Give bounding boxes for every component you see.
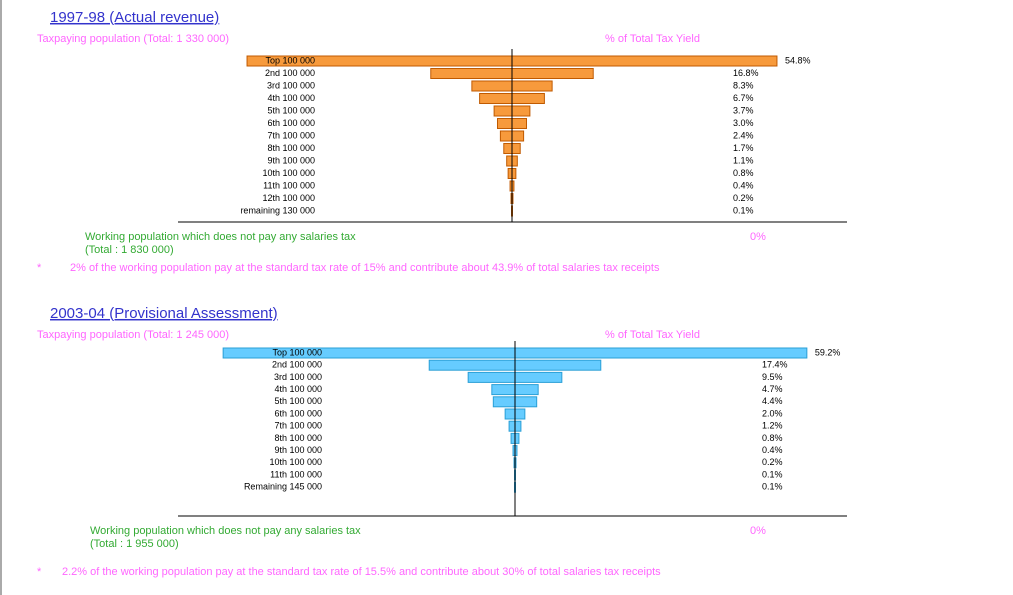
value-label: 0.2%	[733, 193, 754, 203]
value-label: 54.8%	[785, 55, 811, 65]
value-label: 3.7%	[733, 105, 754, 115]
value-label: 0.1%	[762, 469, 783, 479]
subtitle: Taxpaying population (Total: 1 245 000)	[37, 329, 229, 341]
category-label: 10th 100 000	[262, 168, 315, 178]
chart-title: 1997-98 (Actual revenue)	[50, 9, 219, 26]
category-label: 10th 100 000	[269, 457, 322, 467]
value-label: 4.7%	[762, 384, 783, 394]
category-label: 8th 100 000	[274, 433, 322, 443]
footnote-marker: *	[37, 566, 42, 578]
nonpaying-total: (Total : 1 955 000)	[90, 538, 179, 550]
value-label: 0.1%	[762, 482, 783, 492]
category-label: Remaining 145 000	[244, 482, 322, 492]
value-label: 4.4%	[762, 396, 783, 406]
value-label: 1.1%	[733, 155, 754, 165]
subtitle: Taxpaying population (Total: 1 330 000)	[37, 33, 229, 45]
category-label: 2nd 100 000	[265, 68, 315, 78]
category-label: 2nd 100 000	[272, 360, 322, 370]
value-label: 2.0%	[762, 408, 783, 418]
value-label: 0.2%	[762, 457, 783, 467]
value-label: 1.7%	[733, 143, 754, 153]
value-label: 0.8%	[762, 433, 783, 443]
value-label: 1.2%	[762, 421, 783, 431]
value-label: 2.4%	[733, 130, 754, 140]
value-label: 0.1%	[733, 205, 754, 215]
nonpaying-label: Working population which does not pay an…	[85, 231, 356, 243]
value-label: 9.5%	[762, 372, 783, 382]
category-label: 4th 100 000	[274, 384, 322, 394]
value-label: 6.7%	[733, 93, 754, 103]
category-label: 6th 100 000	[267, 118, 315, 128]
category-label: 7th 100 000	[274, 421, 322, 431]
footnote: 2% of the working population pay at the …	[70, 262, 660, 274]
value-label: 3.0%	[733, 118, 754, 128]
value-axis-label: % of Total Tax Yield	[605, 329, 700, 341]
value-label: 16.8%	[733, 68, 759, 78]
footnote-marker: *	[37, 262, 42, 274]
category-label: Top 100 000	[272, 347, 322, 357]
category-label: Top 100 000	[265, 55, 315, 65]
value-label: 0.4%	[762, 445, 783, 455]
value-label: 8.3%	[733, 80, 754, 90]
category-label: remaining 130 000	[240, 205, 315, 215]
category-label: 8th 100 000	[267, 143, 315, 153]
category-label: 3rd 100 000	[274, 372, 322, 382]
chart-title: 2003-04 (Provisional Assessment)	[50, 305, 278, 322]
value-label: 59.2%	[815, 347, 841, 357]
value-axis-label: % of Total Tax Yield	[605, 33, 700, 45]
category-label: 11th 100 000	[263, 180, 315, 190]
category-label: 7th 100 000	[267, 130, 315, 140]
value-label: 17.4%	[762, 360, 788, 370]
value-label: 0.8%	[733, 168, 754, 178]
category-label: 6th 100 000	[274, 408, 322, 418]
category-label: 4th 100 000	[267, 93, 315, 103]
value-label: 0.4%	[733, 180, 754, 190]
category-label: 9th 100 000	[267, 155, 315, 165]
category-label: 9th 100 000	[274, 445, 322, 455]
nonpaying-total: (Total : 1 830 000)	[85, 244, 174, 256]
footnote: 2.2% of the working population pay at th…	[62, 566, 661, 578]
category-label: 11th 100 000	[270, 469, 322, 479]
category-label: 3rd 100 000	[267, 80, 315, 90]
nonpaying-label: Working population which does not pay an…	[90, 525, 361, 537]
category-label: 5th 100 000	[267, 105, 315, 115]
nonpaying-value: 0%	[750, 231, 766, 243]
category-label: 12th 100 000	[262, 193, 315, 203]
nonpaying-value: 0%	[750, 525, 766, 537]
category-label: 5th 100 000	[274, 396, 322, 406]
